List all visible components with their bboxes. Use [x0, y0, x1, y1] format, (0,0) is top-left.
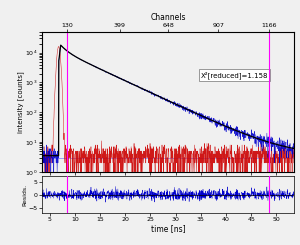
X-axis label: Channels: Channels [150, 13, 186, 22]
Y-axis label: intensity [counts]: intensity [counts] [17, 71, 24, 133]
Y-axis label: Resids.: Resids. [22, 184, 27, 206]
Text: X²[reduced]=1.158: X²[reduced]=1.158 [201, 71, 268, 79]
X-axis label: time [ns]: time [ns] [151, 224, 185, 233]
